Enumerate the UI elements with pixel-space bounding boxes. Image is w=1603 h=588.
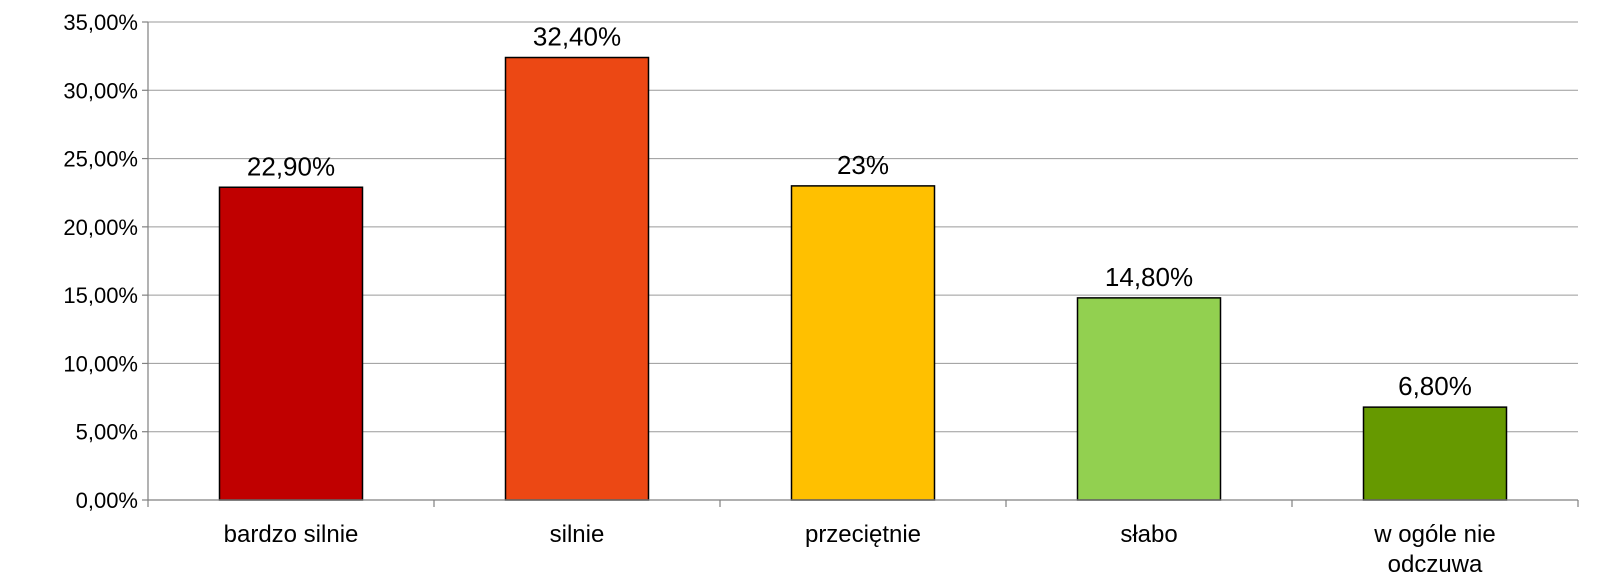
data-label: 22,90%: [247, 151, 335, 181]
y-tick-label: 20,00%: [63, 215, 138, 240]
category-label: w ogóle nie: [1373, 521, 1495, 548]
y-tick-label: 5,00%: [76, 420, 138, 445]
y-tick-label: 25,00%: [63, 147, 138, 172]
data-label: 14,80%: [1105, 262, 1193, 292]
y-tick-label: 30,00%: [63, 78, 138, 103]
data-label: 23%: [837, 150, 889, 180]
bar: [1076, 297, 1222, 501]
category-label: słabo: [1120, 521, 1177, 548]
data-labels: 22,90% 32,40% 23% 14,80% 6,80%: [247, 22, 1472, 402]
category-label: odczuwa: [1388, 551, 1483, 578]
x-axis-category-labels: bardzo silnie silnie przeciętnie słabo w ogó…: [224, 521, 1496, 578]
y-tick-label: 0,00%: [76, 488, 138, 513]
bar: [218, 186, 364, 501]
category-label: silnie: [550, 521, 605, 548]
data-label: 6,80%: [1398, 371, 1472, 401]
category-label: przeciętnie: [805, 521, 921, 548]
bar: [1362, 406, 1508, 501]
category-label: bardzo silnie: [224, 521, 359, 548]
y-tick-label: 10,00%: [63, 351, 138, 376]
bars: [218, 56, 1508, 501]
bar: [504, 56, 650, 501]
bar: [790, 185, 936, 501]
axes: [142, 21, 1579, 507]
y-tick-label: 15,00%: [63, 283, 138, 308]
y-axis-tick-labels: 0,00% 5,00% 10,00% 15,00% 20,00% 25,00% 30,00%…: [63, 10, 138, 513]
data-label: 32,40%: [533, 22, 621, 52]
y-tick-label: 35,00%: [63, 10, 138, 35]
